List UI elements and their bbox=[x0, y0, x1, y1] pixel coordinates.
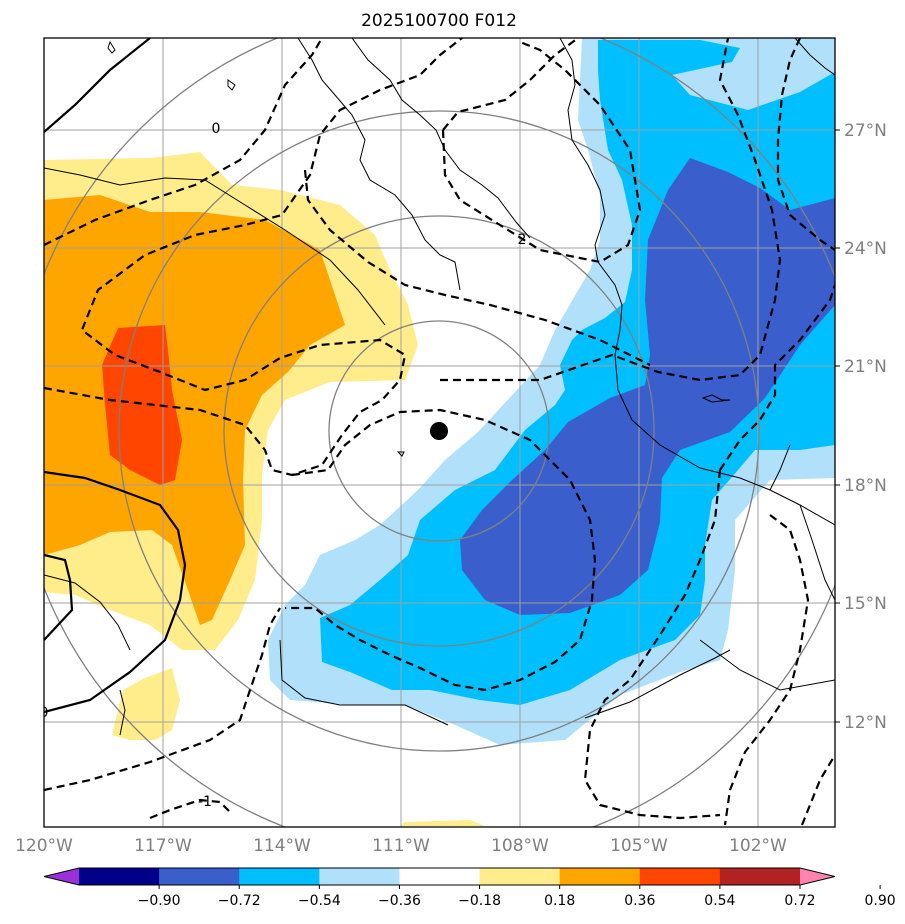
storm-center-marker bbox=[430, 422, 448, 440]
thick-contours bbox=[44, 38, 187, 714]
lat-label-15n: 15°N bbox=[844, 594, 887, 614]
colorbar-segment bbox=[319, 868, 400, 885]
positive-anomaly-bottom bbox=[400, 820, 485, 826]
colorbar-tick-label: 0.90 bbox=[865, 893, 896, 909]
contour-label-minus1: -1 bbox=[198, 794, 212, 810]
lon-label-120w: 120°W bbox=[15, 836, 73, 856]
longitude-tick-labels: 120°W 117°W 114°W 111°W 108°W 105°W 102°… bbox=[15, 836, 787, 856]
positive-anomaly-medium bbox=[44, 195, 345, 625]
colorbar-tick-label: 0.36 bbox=[624, 893, 655, 909]
map-frame bbox=[43, 37, 836, 828]
lat-label-24n: 24°N bbox=[844, 239, 887, 259]
colorbar-tick-label: 0.72 bbox=[784, 893, 815, 909]
colorbar-segment bbox=[639, 868, 721, 885]
dashed-contours bbox=[44, 38, 835, 826]
lat-label-12n: 12°N bbox=[844, 713, 887, 733]
colorbar-tick-label: −0.18 bbox=[458, 893, 501, 909]
colorbar-extend-low bbox=[44, 868, 79, 885]
colorbar-segment bbox=[719, 868, 801, 885]
lat-label-18n: 18°N bbox=[844, 476, 887, 496]
lon-label-108w: 108°W bbox=[491, 836, 549, 856]
negative-anomaly-dark bbox=[460, 158, 835, 615]
colorbar-tick-label: 0.18 bbox=[544, 893, 575, 909]
lon-label-111w: 111°W bbox=[372, 836, 430, 856]
colorbar-segment bbox=[239, 868, 320, 885]
colorbar-tick-label: −0.54 bbox=[298, 893, 341, 909]
colorbar-segment bbox=[479, 868, 561, 885]
plot-area: 0 2 0 -1 bbox=[40, 38, 835, 827]
colorbar-outline bbox=[43, 867, 836, 886]
map-title: 2025100700 F012 bbox=[361, 11, 517, 31]
colorbar-segment bbox=[79, 868, 160, 885]
colorbar-segment bbox=[159, 868, 240, 885]
lon-label-114w: 114°W bbox=[253, 836, 311, 856]
colorbar-tick-label: 0.54 bbox=[704, 893, 735, 909]
colorbar-tick-label: −0.90 bbox=[138, 893, 181, 909]
latitude-tick-labels: 27°N 24°N 21°N 18°N 15°N 12°N bbox=[835, 121, 887, 733]
contour-label-0-west: 0 bbox=[40, 705, 49, 721]
contour-label-0-north: 0 bbox=[212, 121, 221, 137]
lat-label-27n: 27°N bbox=[844, 121, 887, 141]
range-rings bbox=[44, 38, 835, 827]
lon-label-117w: 117°W bbox=[134, 836, 192, 856]
colorbar: −0.90 −0.72 −0.54 −0.36 −0.18 0.18 0.36 0.54 0.7… bbox=[43, 867, 896, 909]
colorbar-tick-label: −0.72 bbox=[218, 893, 261, 909]
lat-label-21n: 21°N bbox=[844, 357, 887, 377]
lon-label-105w: 105°W bbox=[610, 836, 668, 856]
colorbar-segment bbox=[399, 868, 481, 885]
lon-label-102w: 102°W bbox=[729, 836, 787, 856]
contour-label-2: 2 bbox=[518, 232, 527, 248]
colorbar-extend-high bbox=[800, 868, 835, 885]
thin-contours bbox=[44, 167, 835, 736]
colorbar-segment bbox=[559, 868, 641, 885]
colorbar-tick-label: −0.36 bbox=[378, 893, 421, 909]
positive-anomaly-strong bbox=[102, 325, 182, 485]
graticule bbox=[44, 38, 835, 827]
